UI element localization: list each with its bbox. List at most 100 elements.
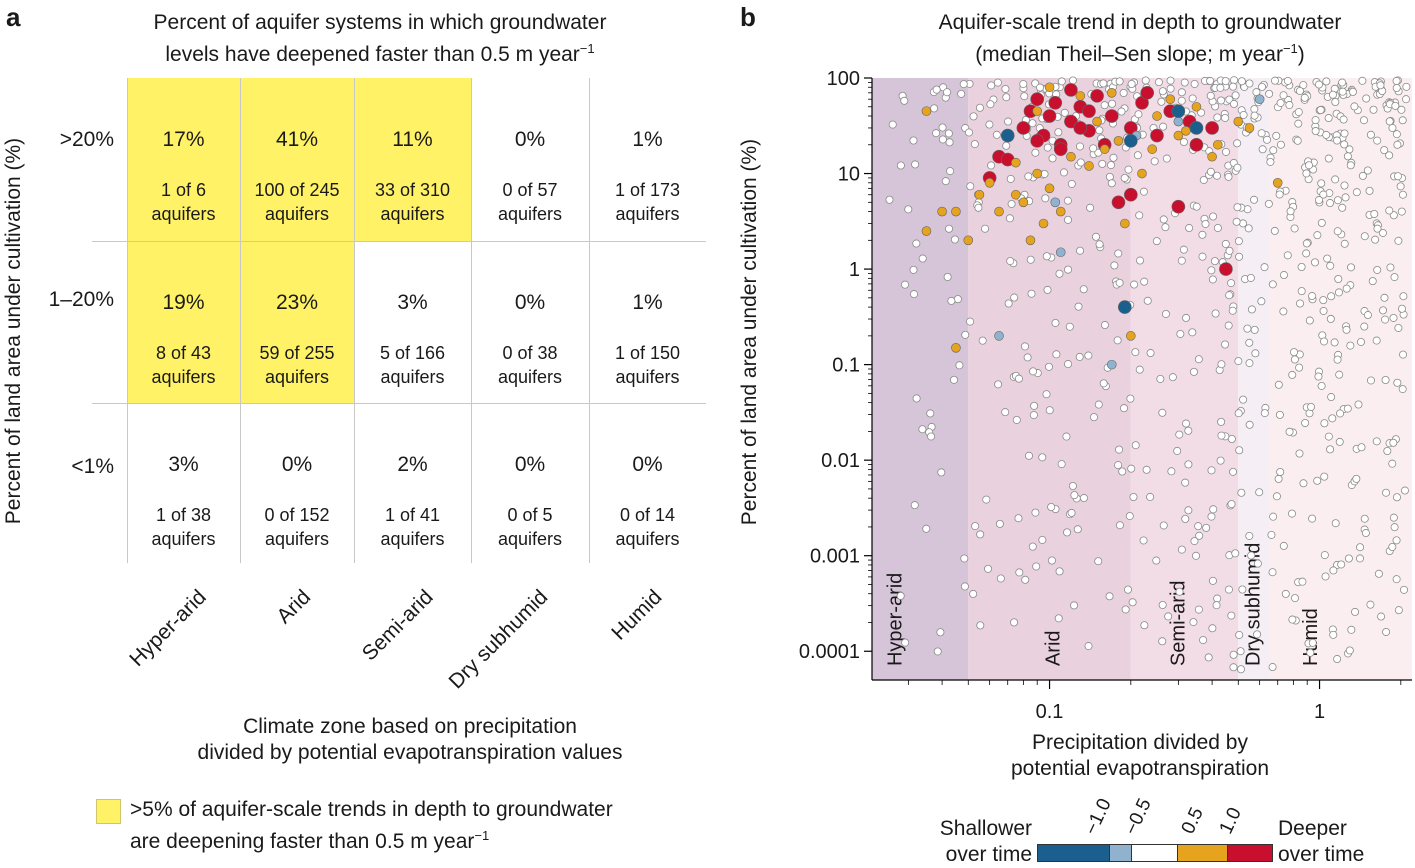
scatter-point-neutral (1361, 529, 1370, 538)
scatter-point-neutral (1010, 293, 1019, 302)
scatter-point-neutral (1237, 77, 1246, 86)
colorbar-left-label: Shallower over time (920, 816, 1032, 868)
scatter-point-neutral (1157, 97, 1166, 106)
scatter-point-neutral (1402, 82, 1411, 91)
scatter-point-neutral (1207, 266, 1216, 275)
scatter-point-neutral (1362, 94, 1371, 103)
scatter-point-neutral (1161, 309, 1170, 318)
scatter-point-neutral (1389, 513, 1398, 522)
panel-b-x-title-line1: Precipitation divided by (1032, 731, 1248, 754)
scatter-point-neutral (1227, 611, 1236, 620)
grid-cell: 0% 0 of 57 aquifers (471, 78, 589, 241)
scatter-point-neutral (1021, 575, 1030, 584)
scatter-point-neutral (1002, 93, 1011, 102)
scatter-point-neutral (1099, 79, 1108, 88)
scatter-point-neutral (1152, 237, 1161, 246)
cell-count-line1: 1 of 173 (614, 180, 681, 200)
scatter-point-neutral (937, 468, 946, 477)
scatter-point-neutral (910, 290, 919, 299)
colorbar-left-line2: over time (945, 843, 1032, 866)
scatter-point-neutral (1247, 551, 1256, 560)
scatter-point-neutral (1054, 614, 1063, 623)
scatter-point-neutral (1381, 315, 1390, 324)
scatter-point-neutral (1389, 438, 1398, 447)
grid-line-v (589, 78, 590, 563)
scatter-point-neutral (1320, 419, 1329, 428)
scatter-point-neutral (1314, 196, 1323, 205)
scatter-point-neutral (1313, 231, 1322, 240)
cell-count-line1: 8 of 43 (155, 343, 212, 363)
scatter-point-neutral (1306, 648, 1315, 657)
scatter-point-neutral (1302, 249, 1311, 258)
scatter-point-neutral (1392, 130, 1401, 139)
scatter-point-neutral (1213, 223, 1222, 232)
scatter-point-neutral (1107, 179, 1116, 188)
scatter-point-neutral (1255, 488, 1264, 497)
scatter-point-neutral (1067, 179, 1076, 188)
scatter-point-neutral (1179, 138, 1188, 147)
scatter-point-neutral (1068, 481, 1077, 490)
scatter-point-neutral (1279, 541, 1288, 550)
cell-count-line1: 33 of 310 (374, 180, 451, 200)
zone-label: Humid (1300, 608, 1322, 666)
colorbar-segment (1176, 845, 1227, 861)
scatter-point-neutral (1228, 306, 1237, 315)
scatter-point-neutral (1198, 230, 1207, 239)
scatter-point (1140, 85, 1155, 100)
grid-cell: 17% 1 of 6 aquifers (127, 78, 240, 241)
scatter-point-neutral (1065, 322, 1074, 331)
scatter-point-neutral (1397, 105, 1406, 114)
scatter-point-neutral (943, 272, 952, 281)
scatter-point-neutral (969, 589, 978, 598)
zone-band (1269, 78, 1412, 680)
scatter-point-neutral (1095, 240, 1104, 249)
scatter-point-neutral (1229, 467, 1238, 476)
scatter-point-neutral (1358, 76, 1367, 85)
scatter-point-neutral (1372, 336, 1381, 345)
colorbar (1037, 844, 1273, 862)
scatter-point-neutral (1159, 521, 1168, 530)
scatter-point-neutral (1330, 338, 1339, 347)
scatter-point-neutral (1131, 348, 1140, 357)
scatter-point-neutral (1040, 169, 1049, 178)
scatter-point-neutral (1340, 129, 1349, 138)
cell-count-line1: 0 of 38 (502, 343, 558, 363)
scatter-point-neutral (1253, 559, 1262, 568)
scatter-point-neutral (1029, 367, 1038, 376)
scatter-point-neutral (1317, 179, 1326, 188)
scatter-point (1042, 109, 1057, 123)
scatter-point-neutral (1340, 181, 1349, 190)
cell-count: 59 of 255 aquifers (240, 341, 354, 389)
scatter-point-neutral (1279, 91, 1288, 100)
scatter-point-neutral (1030, 401, 1039, 410)
scatter-point-neutral (1135, 211, 1144, 220)
scatter-point-neutral (1202, 523, 1211, 532)
scatter-point-neutral (1181, 514, 1190, 523)
colorbar-tick-05: 0.5 (1177, 804, 1208, 838)
scatter-point-neutral (1274, 380, 1283, 389)
scatter-point-neutral (1288, 509, 1297, 518)
scatter-point-neutral (1068, 76, 1077, 85)
scatter-point-neutral (1320, 472, 1329, 481)
scatter-point-neutral (1236, 647, 1245, 656)
scatter-point-neutral (1338, 78, 1347, 87)
legend-line1: >5% of aquifer-scale trends in depth to … (130, 798, 613, 821)
scatter-point-neutral (1326, 445, 1335, 454)
scatter-point-neutral (1130, 280, 1139, 289)
scatter-point-neutral (1392, 493, 1401, 502)
scatter-point (1171, 199, 1186, 214)
scatter-point-neutral (1012, 415, 1021, 424)
scatter-point-neutral (1257, 129, 1266, 138)
scatter-point-neutral (1055, 567, 1064, 576)
scatter-point-neutral (1352, 188, 1361, 197)
scatter-point-neutral (1089, 144, 1098, 153)
scatter-point-neutral (1244, 224, 1253, 233)
scatter-point-neutral (1001, 84, 1010, 93)
scatter-point-neutral (1029, 411, 1038, 420)
scatter-point-neutral (1212, 171, 1221, 180)
scatter-point-neutral (1326, 261, 1335, 270)
scatter-point (1092, 116, 1102, 127)
scatter-point-neutral (1317, 218, 1326, 227)
scatter-point-neutral (888, 120, 897, 129)
scatter-point-neutral (1002, 141, 1011, 150)
